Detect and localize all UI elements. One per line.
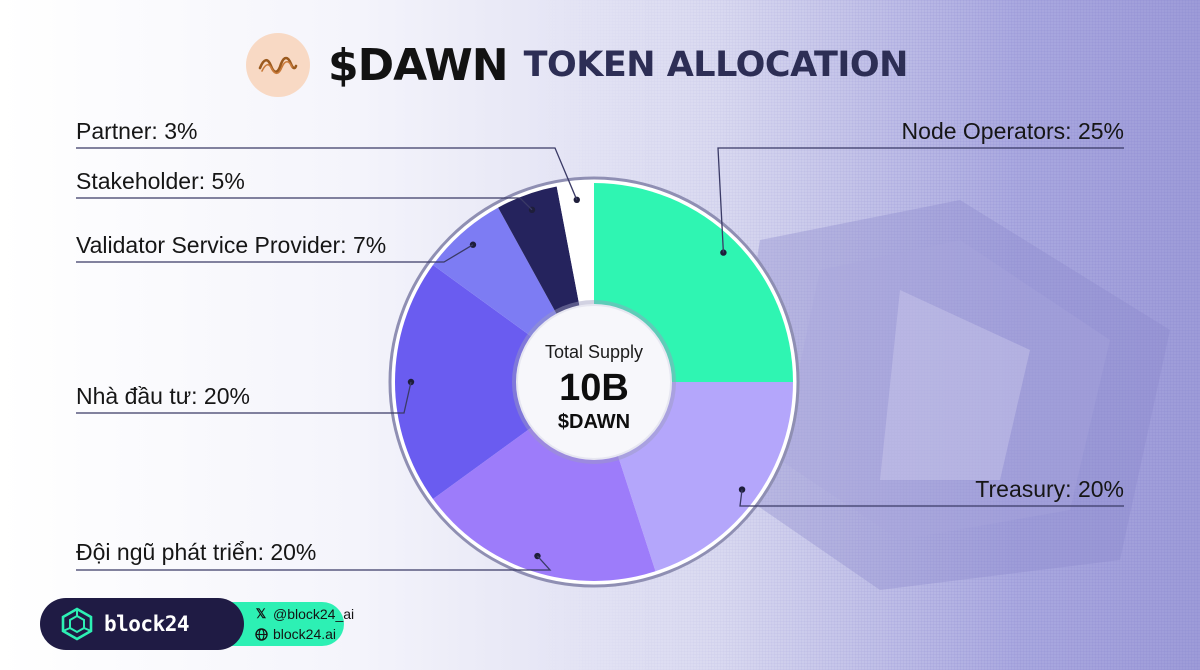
center-label-line2: 10B [559, 367, 629, 409]
center-label-line3: $DAWN [558, 411, 630, 433]
slice-label-6: Stakeholder: 5% [76, 168, 245, 194]
center-label-line1: Total Supply [545, 342, 643, 362]
social-links: 𝕏 @block24_ai block24.ai [254, 604, 354, 644]
slice-label-2: Treasury: 20% [975, 476, 1124, 502]
slice-label-4: Nhà đầu tư: 20% [76, 383, 250, 409]
social-handle-link[interactable]: 𝕏 @block24_ai [254, 604, 354, 624]
brand-badge[interactable]: block24 [40, 598, 244, 650]
callout-line-1 [717, 147, 1124, 253]
callout-line-5 [76, 244, 474, 263]
callout-line-6 [76, 197, 533, 211]
page-subtitle: TOKEN ALLOCATION [523, 45, 909, 85]
globe-icon [254, 627, 268, 641]
pie-slice-4 [395, 265, 594, 499]
slice-label-5: Validator Service Provider: 7% [76, 232, 386, 258]
cube-logo-icon [61, 607, 93, 641]
background-cube-graphic [720, 200, 1170, 590]
slice-label-3: Đội ngũ phát triển: 20% [76, 539, 316, 565]
social-handle-text: @block24_ai [273, 606, 355, 622]
page-title: $DAWN [328, 39, 509, 91]
x-icon: 𝕏 [255, 606, 267, 621]
center-hub [516, 304, 672, 460]
header: $DAWN TOKEN ALLOCATION [246, 30, 908, 100]
slice-label-1: Node Operators: 25% [902, 118, 1124, 144]
website-text: block24.ai [273, 626, 337, 642]
wave-logo-icon [246, 33, 310, 97]
brand-name: block24 [104, 612, 190, 636]
callout-line-2 [739, 489, 1124, 507]
slice-label-7: Partner: 3% [76, 118, 197, 144]
callout-line-3 [76, 555, 552, 571]
website-link[interactable]: block24.ai [254, 624, 354, 644]
callout-line-4 [76, 381, 412, 414]
callout-line-7 [76, 147, 578, 201]
